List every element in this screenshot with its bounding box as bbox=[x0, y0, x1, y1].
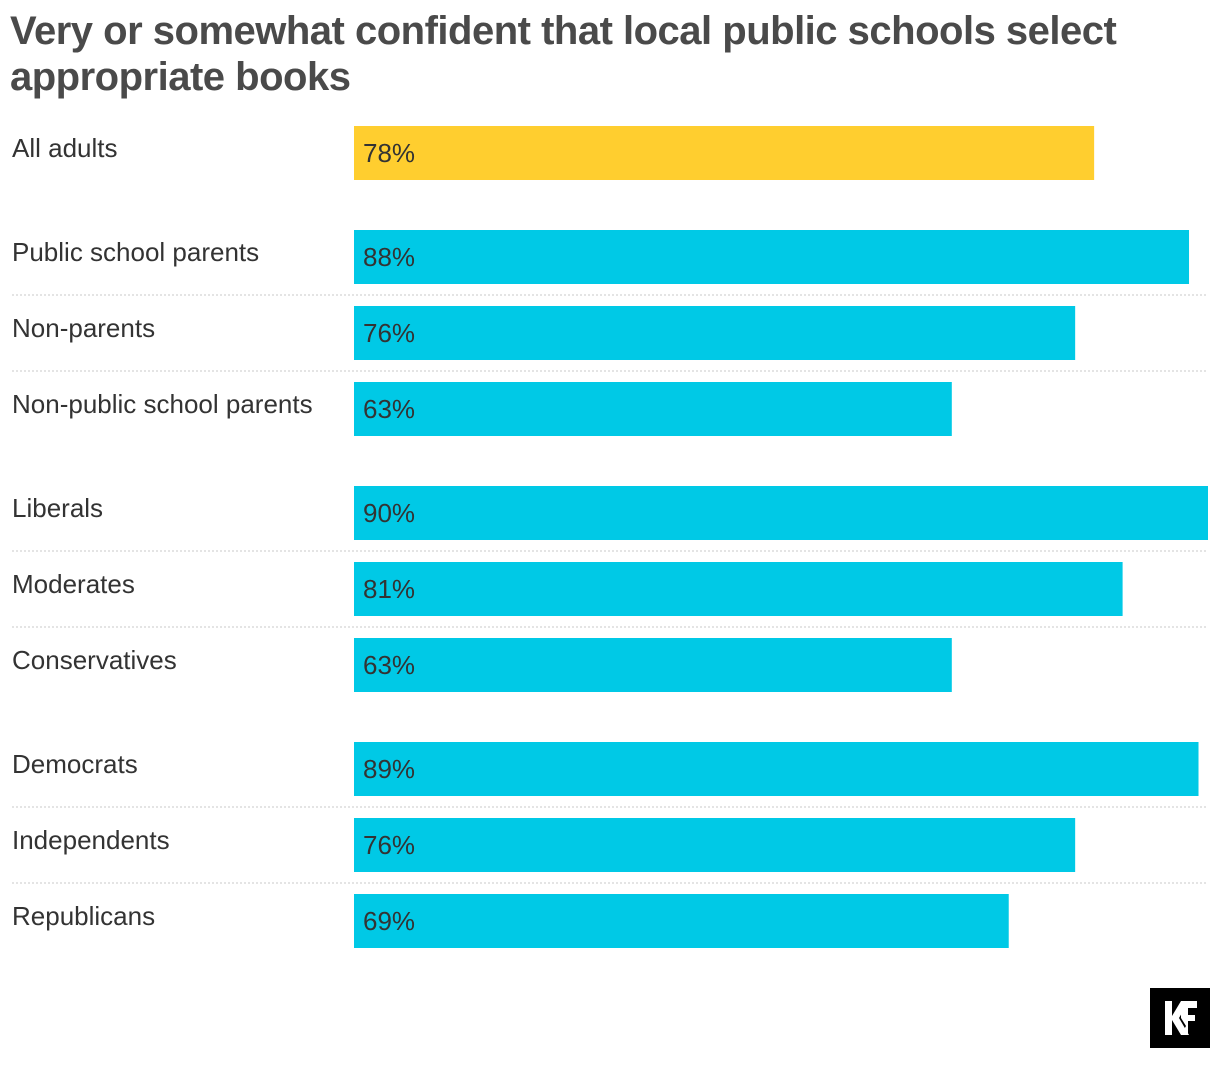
value-label: 76% bbox=[363, 830, 415, 860]
value-label: 69% bbox=[363, 906, 415, 936]
category-label: Conservatives bbox=[12, 645, 177, 675]
bar[interactable] bbox=[354, 382, 952, 436]
value-label: 81% bbox=[363, 574, 415, 604]
value-label: 90% bbox=[363, 498, 415, 528]
category-label: Independents bbox=[12, 825, 170, 855]
category-label: Moderates bbox=[12, 569, 135, 599]
category-label: All adults bbox=[12, 133, 118, 163]
chart-title: Very or somewhat confident that local pu… bbox=[10, 9, 1117, 99]
bar[interactable] bbox=[354, 126, 1095, 180]
category-label: Non-parents bbox=[12, 313, 155, 343]
category-label: Non-public school parents bbox=[12, 389, 313, 419]
value-label: 89% bbox=[363, 754, 415, 784]
bar[interactable] bbox=[354, 562, 1123, 616]
value-label: 63% bbox=[363, 394, 415, 424]
bar[interactable] bbox=[354, 894, 1009, 948]
kff-logo-icon[interactable] bbox=[1150, 988, 1210, 1048]
bar[interactable] bbox=[354, 742, 1199, 796]
value-label: 63% bbox=[363, 650, 415, 680]
value-label: 78% bbox=[363, 138, 415, 168]
category-label: Democrats bbox=[12, 749, 138, 779]
kff-logo-glyph bbox=[1165, 1001, 1197, 1035]
value-label: 76% bbox=[363, 318, 415, 348]
bar[interactable] bbox=[354, 638, 952, 692]
bar[interactable] bbox=[354, 818, 1076, 872]
bar[interactable] bbox=[354, 306, 1076, 360]
value-label: 88% bbox=[363, 242, 415, 272]
category-label: Public school parents bbox=[12, 237, 259, 267]
category-label: Liberals bbox=[12, 493, 103, 523]
category-label: Republicans bbox=[12, 901, 155, 931]
bar[interactable] bbox=[354, 486, 1208, 540]
bar[interactable] bbox=[354, 230, 1190, 284]
